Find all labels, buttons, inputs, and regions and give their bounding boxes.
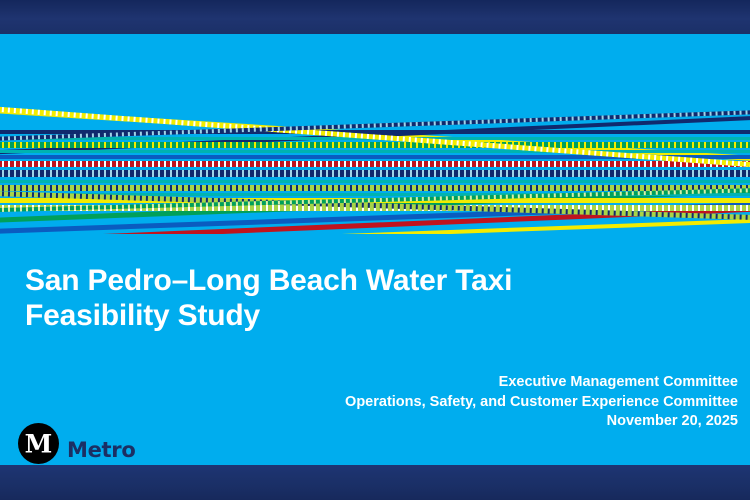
slide-body: San Pedro–Long Beach Water Taxi Feasibil… xyxy=(0,34,750,465)
slide-top-navy-band xyxy=(0,0,750,34)
meta-line-committee-1: Executive Management Committee xyxy=(498,374,738,390)
metro-m-icon: M xyxy=(18,423,59,464)
slide-bottom-navy-band xyxy=(0,465,750,500)
rail-line-stripe xyxy=(0,180,750,183)
rail-line-station-ticks xyxy=(0,170,750,177)
rail-line-stripe xyxy=(0,150,750,153)
rail-line-station-ticks xyxy=(0,161,750,167)
rail-line-station-ticks xyxy=(0,185,750,191)
metro-rail-line-diagram-banner xyxy=(0,34,750,234)
committee-meta-block: Executive Management Committee Operation… xyxy=(118,373,738,432)
metro-wordmark: Metro xyxy=(67,437,136,462)
svg-text:M: M xyxy=(25,430,53,459)
page-title: San Pedro–Long Beach Water Taxi Feasibil… xyxy=(25,264,513,332)
rail-line-station-ticks xyxy=(0,142,750,148)
rail-line-stripe xyxy=(0,155,750,159)
meta-line-committee-2: Operations, Safety, and Customer Experie… xyxy=(345,393,738,410)
meta-line-date: November 20, 2025 xyxy=(606,413,738,429)
metro-logo: M Metro xyxy=(18,423,136,464)
rail-line-stripe xyxy=(0,193,750,196)
rail-line-stripe xyxy=(0,130,750,134)
